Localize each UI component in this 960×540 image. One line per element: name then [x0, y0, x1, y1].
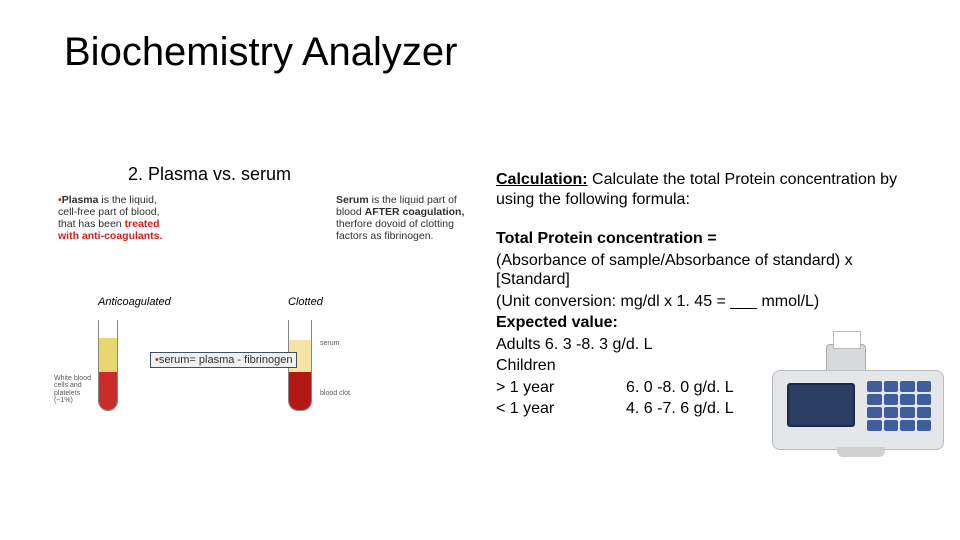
expected-value-label: Expected value: [496, 314, 618, 331]
calculation-label: Calculation: [496, 171, 588, 188]
bloodclot-label: blood clot [320, 390, 350, 397]
formula-label: Total Protein concentration = [496, 230, 717, 247]
slide: Biochemistry Analyzer 2. Plasma vs. seru… [0, 0, 960, 540]
anticoagulated-label: Anticoagulated [98, 296, 171, 308]
analyzer-device-icon [772, 330, 942, 460]
diagram-heading: 2. Plasma vs. serum [128, 164, 291, 185]
page-title: Biochemistry Analyzer [64, 30, 457, 75]
formula-body: (Absorbance of sample/Absorbance of stan… [496, 251, 916, 290]
serum-pointer-label: serum [320, 340, 339, 347]
plasma-serum-diagram: 2. Plasma vs. serum •Plasma is the liqui… [58, 170, 478, 430]
tube-anticoagulated-icon [98, 320, 118, 411]
plasma-definition: •Plasma is the liquid, cell-free part of… [58, 194, 170, 242]
wbc-note: White blood cells and platelets (~1%) [54, 375, 98, 404]
clotted-label: Clotted [288, 296, 323, 308]
serum-equation: •serum= plasma - fibrinogen [150, 352, 297, 368]
serum-definition: Serum is the liquid part of blood AFTER … [336, 194, 476, 242]
unit-conversion: (Unit conversion: mg/dl x 1. 45 = ___ mm… [496, 292, 916, 312]
